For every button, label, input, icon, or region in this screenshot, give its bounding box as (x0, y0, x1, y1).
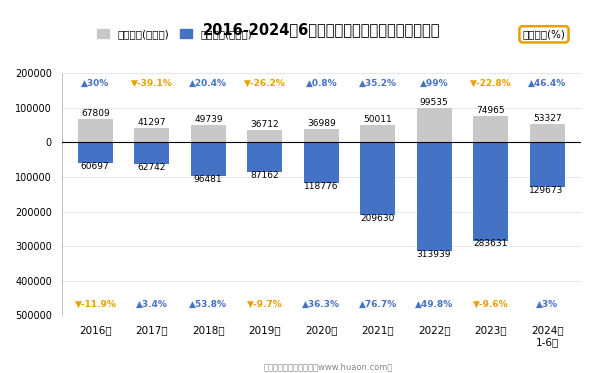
Text: ▲3%: ▲3% (536, 300, 558, 308)
Text: ▲3.4%: ▲3.4% (136, 300, 168, 308)
Bar (473, 116, 508, 142)
Bar (247, 142, 283, 172)
Bar (304, 142, 339, 184)
Text: ▲53.8%: ▲53.8% (190, 300, 228, 308)
Bar (360, 125, 395, 142)
Text: 96481: 96481 (194, 175, 222, 184)
Text: 118776: 118776 (303, 182, 338, 191)
Text: 60697: 60697 (80, 162, 109, 171)
Text: 209630: 209630 (360, 214, 395, 223)
Bar (417, 142, 452, 251)
Text: 49739: 49739 (194, 115, 223, 124)
Text: ▼-11.9%: ▼-11.9% (74, 300, 116, 308)
Text: ▼-22.8%: ▼-22.8% (470, 79, 511, 88)
Text: 制图：华经产业研究所（www.huaon.com）: 制图：华经产业研究所（www.huaon.com） (263, 362, 393, 371)
Text: 同比增速(%): 同比增速(%) (523, 29, 566, 39)
Text: 74965: 74965 (476, 106, 505, 115)
Text: ▲0.8%: ▲0.8% (306, 79, 337, 88)
Bar (530, 142, 564, 187)
Text: 129673: 129673 (529, 186, 564, 195)
Bar (78, 119, 113, 142)
Bar (191, 142, 226, 176)
Text: ▼-9.6%: ▼-9.6% (473, 300, 508, 308)
Text: 53327: 53327 (533, 114, 561, 123)
Bar (135, 142, 169, 164)
Text: 283631: 283631 (473, 239, 507, 248)
Text: ▲20.4%: ▲20.4% (190, 79, 228, 88)
Text: ▲49.8%: ▲49.8% (415, 300, 454, 308)
Bar (417, 108, 452, 142)
Text: ▲36.3%: ▲36.3% (302, 300, 340, 308)
Text: ▼-39.1%: ▼-39.1% (131, 79, 173, 88)
Text: 50011: 50011 (364, 115, 392, 124)
Title: 2016-2024年6月广州黄埔综合保税区进、出口额: 2016-2024年6月广州黄埔综合保税区进、出口额 (203, 22, 440, 37)
Text: 62742: 62742 (137, 163, 166, 172)
Text: ▼-9.7%: ▼-9.7% (247, 300, 283, 308)
Text: 313939: 313939 (417, 250, 451, 259)
Text: ▲46.4%: ▲46.4% (528, 79, 566, 88)
Text: ▲76.7%: ▲76.7% (359, 300, 397, 308)
Bar (473, 142, 508, 241)
Bar (530, 124, 564, 142)
Bar (78, 142, 113, 163)
Legend: 出口总额(万美元), 进口总额(万美元): 出口总额(万美元), 进口总额(万美元) (93, 25, 257, 43)
Bar (304, 129, 339, 142)
Text: 36712: 36712 (250, 119, 279, 129)
Text: ▼-26.2%: ▼-26.2% (244, 79, 285, 88)
Text: ▲30%: ▲30% (81, 79, 110, 88)
Text: 67809: 67809 (81, 109, 110, 118)
Text: ▲99%: ▲99% (420, 79, 449, 88)
Bar (191, 125, 226, 142)
Bar (135, 128, 169, 142)
Bar (360, 142, 395, 215)
Bar (247, 129, 283, 142)
Text: 99535: 99535 (420, 98, 449, 107)
Text: ▲35.2%: ▲35.2% (359, 79, 397, 88)
Text: 36989: 36989 (307, 119, 336, 128)
Text: 87162: 87162 (250, 172, 278, 181)
Text: 41297: 41297 (138, 118, 166, 127)
